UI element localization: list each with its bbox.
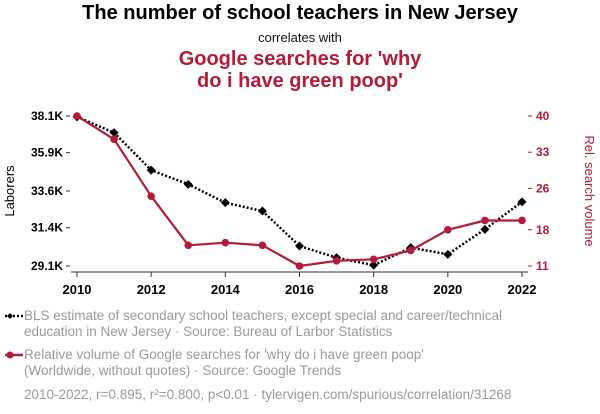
right-tick-label-0: 40 (536, 109, 550, 123)
left-tick-label-3: 31.4K (31, 221, 63, 235)
point-teachers-2015 (257, 206, 267, 216)
point-searches-2018 (369, 255, 378, 264)
point-searches-2011 (110, 135, 118, 144)
chart-title-secondary-line-1: Google searches for 'why (178, 48, 422, 70)
x-tick-label-2012: 2012 (137, 282, 166, 297)
point-teachers-2021 (480, 224, 490, 234)
point-teachers-2018 (369, 260, 379, 270)
point-searches-2015 (258, 241, 267, 250)
legend-marker-searches (5, 351, 23, 359)
left-tick-label-4: 29.1K (31, 259, 63, 273)
point-searches-2017 (332, 257, 341, 265)
x-tick-label-2010: 2010 (63, 282, 92, 297)
chart-title-secondary: Google searches for 'why do i have green… (0, 48, 600, 92)
point-teachers-2020 (443, 249, 453, 259)
legend-text-teachers-line-2: education in New Jersey · Source: Bureau… (24, 324, 393, 339)
point-teachers-2014 (220, 198, 230, 208)
chart-title-secondary-line-2: do i have green poop' (197, 70, 403, 92)
point-searches-2010 (73, 112, 81, 120)
point-teachers-2011 (109, 128, 119, 138)
x-tick-label-2022: 2022 (508, 282, 537, 297)
x-tick-label-2018: 2018 (359, 282, 388, 297)
point-searches-2016 (295, 262, 304, 270)
point-teachers-2016 (295, 241, 304, 251)
legend-text-searches-line-2: (Worldwide, without quotes) · Source: Go… (24, 363, 342, 378)
right-tick-label-2: 26 (536, 181, 550, 195)
point-searches-2013 (184, 241, 193, 250)
chart-title: The number of school teachers in New Jer… (82, 2, 518, 24)
x-tick-label-2016: 2016 (285, 282, 314, 297)
point-searches-2022 (518, 216, 526, 225)
point-teachers-2022 (517, 197, 527, 207)
legend-marker-teachers (5, 313, 23, 319)
chart-footer: 2010-2022, r=0.895, r²=0.800, p<0.01 · t… (24, 387, 512, 402)
left-tick-label-2: 33.6K (31, 184, 63, 198)
left-tick-label-0: 38.1K (31, 109, 63, 123)
legend-text-searches-line-1: Relative volume of Google searches for '… (24, 347, 424, 362)
chart-subtitle: correlates with (258, 30, 342, 45)
point-teachers-2013 (183, 179, 193, 189)
legend-text-teachers-line-1: BLS estimate of secondary school teacher… (24, 308, 503, 323)
point-searches-2012 (147, 192, 155, 200)
right-axis-label: Rel. search volume (582, 135, 597, 246)
right-tick-label-3: 18 (536, 223, 550, 237)
right-tick-label-1: 33 (536, 145, 550, 159)
point-searches-2020 (444, 225, 452, 234)
x-tick-label-2014: 2014 (211, 282, 241, 297)
left-axis-label: Laborers (2, 165, 17, 217)
right-tick-label-4: 11 (536, 259, 549, 273)
point-searches-2014 (221, 238, 230, 247)
x-tick-label-2020: 2020 (433, 282, 462, 297)
point-teachers-2012 (146, 165, 156, 175)
point-searches-2021 (481, 216, 489, 225)
point-searches-2019 (406, 246, 415, 255)
left-tick-label-1: 35.9K (31, 146, 63, 160)
